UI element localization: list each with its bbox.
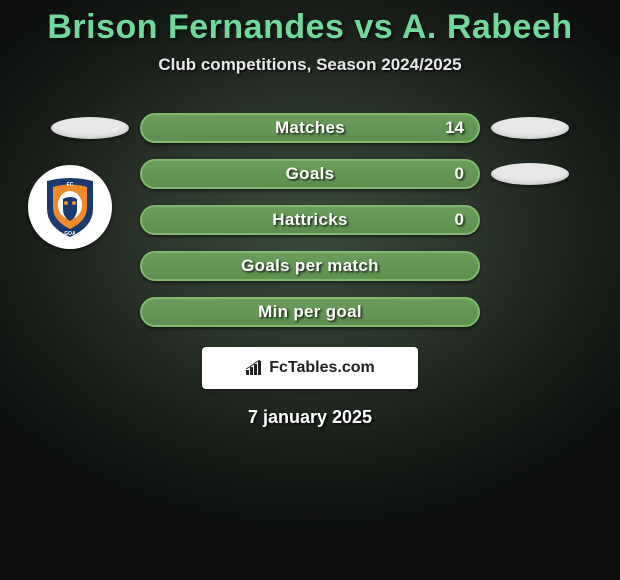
player-placeholder-icon [491, 117, 569, 139]
stat-bar-goals: Goals 0 [140, 159, 480, 189]
left-slot [40, 151, 140, 197]
date-label: 7 january 2025 [0, 407, 620, 428]
bar-chart-icon [245, 360, 265, 376]
right-slot [480, 197, 580, 243]
stat-label: Min per goal [258, 302, 362, 322]
stat-label: Hattricks [272, 210, 347, 230]
left-slot [40, 289, 140, 335]
subtitle: Club competitions, Season 2024/2025 [0, 55, 620, 75]
right-slot [480, 151, 580, 197]
stat-value: 14 [445, 118, 464, 138]
stat-bar-matches: Matches 14 [140, 113, 480, 143]
stat-bar-goals-per-match: Goals per match [140, 251, 480, 281]
stat-row: Hattricks 0 [0, 197, 620, 243]
stat-label: Goals [286, 164, 335, 184]
stat-row: Min per goal [0, 289, 620, 335]
right-slot [480, 105, 580, 151]
attribution-box: FcTables.com [202, 347, 418, 389]
stat-bar-min-per-goal: Min per goal [140, 297, 480, 327]
stat-label: Matches [275, 118, 345, 138]
player-placeholder-icon [491, 163, 569, 185]
page-title: Brison Fernandes vs A. Rabeeh [0, 8, 620, 47]
infographic: Brison Fernandes vs A. Rabeeh Club compe… [0, 0, 620, 580]
left-slot [40, 243, 140, 289]
stat-label: Goals per match [241, 256, 379, 276]
stat-row: Goals 0 [0, 151, 620, 197]
stat-rows: FC GOA Matches 14 Goals 0 [0, 105, 620, 335]
attribution-label: FcTables.com [269, 359, 375, 377]
stat-row: Matches 14 [0, 105, 620, 151]
player-placeholder-icon [51, 117, 129, 139]
right-slot [480, 289, 580, 335]
right-slot [480, 243, 580, 289]
stat-value: 0 [455, 210, 464, 230]
stat-bar-hattricks: Hattricks 0 [140, 205, 480, 235]
stat-value: 0 [455, 164, 464, 184]
left-slot [40, 197, 140, 243]
left-slot [40, 105, 140, 151]
stat-row: Goals per match [0, 243, 620, 289]
